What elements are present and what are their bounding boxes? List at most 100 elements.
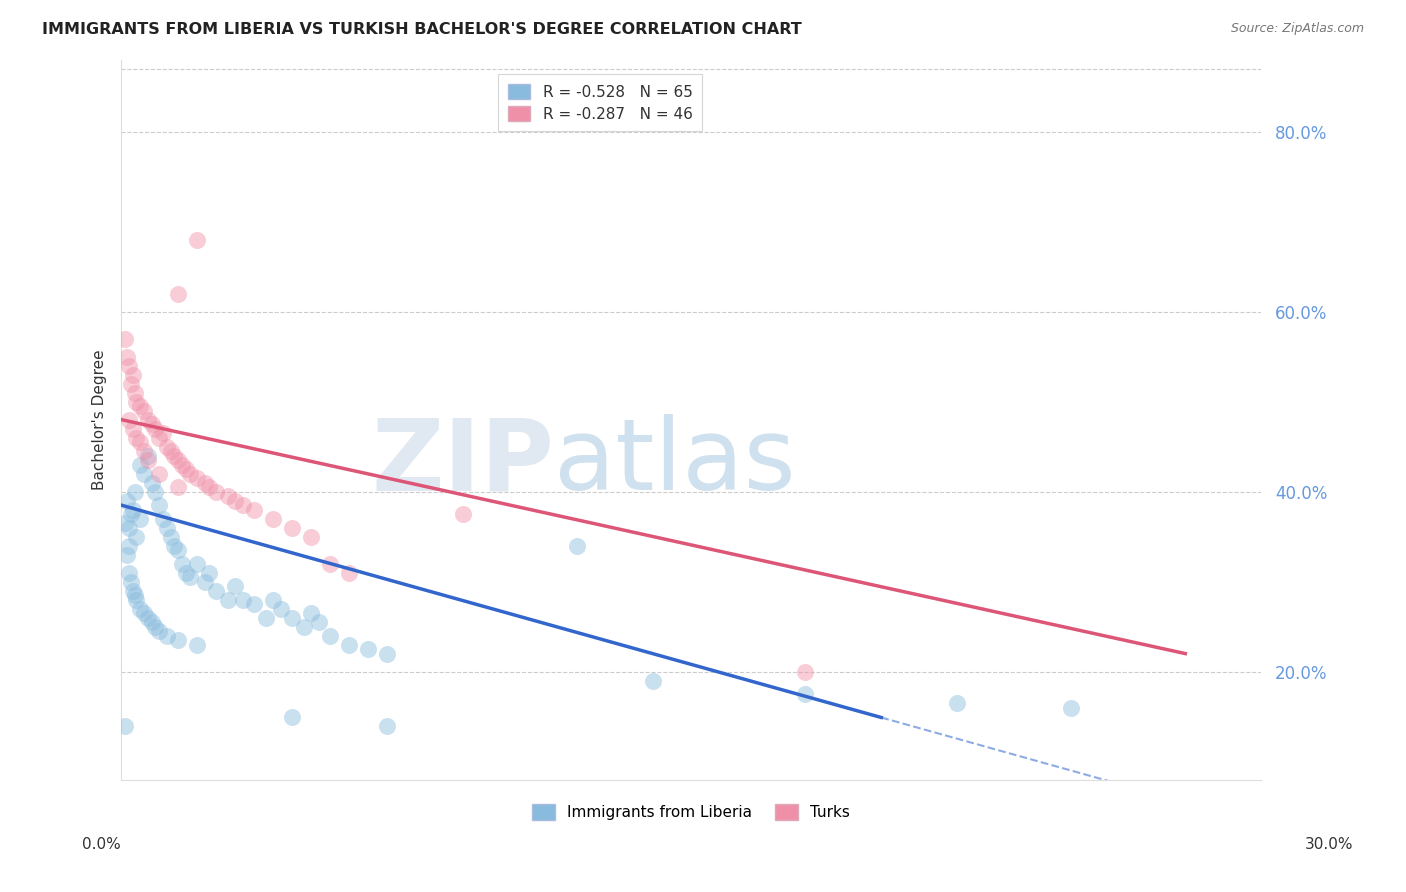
Point (129, 511, 152, 525)
Point (136, 453, 159, 467)
Point (118, 539, 141, 553)
Point (132, 606, 155, 620)
Point (319, 629, 342, 643)
Point (643, 673, 665, 688)
Point (224, 493, 246, 508)
Point (118, 359, 141, 373)
Point (243, 502, 266, 516)
Point (794, 665, 817, 679)
Point (129, 601, 152, 615)
Point (129, 435, 152, 450)
Point (129, 399, 152, 413)
Point (205, 484, 228, 499)
Point (224, 579, 246, 593)
Point (270, 601, 292, 615)
Point (375, 647, 398, 661)
Point (148, 467, 170, 481)
Text: 30.0%: 30.0% (1305, 838, 1353, 852)
Point (217, 592, 239, 607)
Point (115, 548, 138, 562)
Point (319, 557, 342, 571)
Text: Source: ZipAtlas.com: Source: ZipAtlas.com (1230, 22, 1364, 36)
Point (129, 458, 152, 472)
Point (167, 286, 190, 301)
Point (141, 475, 163, 490)
Point (254, 610, 277, 624)
Point (159, 530, 181, 544)
Point (120, 376, 142, 391)
Point (174, 462, 197, 476)
Point (232, 592, 254, 607)
Point (159, 444, 181, 458)
Point (299, 530, 322, 544)
Point (186, 471, 208, 485)
Point (114, 332, 136, 346)
Point (141, 615, 163, 629)
Point (262, 592, 284, 607)
Point (262, 511, 284, 525)
Point (232, 498, 254, 512)
Point (124, 385, 146, 400)
Point (197, 480, 219, 494)
Point (136, 412, 159, 426)
Point (167, 453, 190, 467)
Point (132, 403, 155, 417)
Text: IMMIGRANTS FROM LIBERIA VS TURKISH BACHELOR'S DEGREE CORRELATION CHART: IMMIGRANTS FROM LIBERIA VS TURKISH BACHE… (42, 22, 801, 37)
Point (186, 557, 208, 571)
Point (167, 480, 190, 494)
Point (125, 530, 148, 544)
Point (567, 539, 589, 553)
Point (136, 610, 159, 624)
Point (205, 583, 228, 598)
Point (148, 431, 170, 445)
Point (167, 633, 190, 648)
Point (946, 696, 969, 710)
Text: ZIP: ZIP (371, 414, 554, 511)
Point (121, 583, 143, 598)
Point (124, 588, 146, 602)
Point (292, 619, 315, 633)
Point (148, 624, 170, 639)
Point (132, 444, 155, 458)
Point (152, 426, 174, 441)
Point (115, 350, 138, 364)
Point (337, 638, 360, 652)
Point (186, 638, 208, 652)
Point (194, 475, 217, 490)
Point (121, 368, 143, 382)
Point (156, 520, 179, 534)
Point (121, 502, 143, 516)
Point (794, 687, 817, 701)
Point (141, 417, 163, 431)
Point (118, 566, 141, 580)
Point (125, 431, 148, 445)
Point (1060, 700, 1083, 714)
Point (375, 718, 398, 732)
Point (152, 511, 174, 525)
Point (357, 642, 380, 657)
Point (179, 570, 201, 584)
Legend: Immigrants from Liberia, Turks: Immigrants from Liberia, Turks (526, 797, 856, 826)
Point (114, 718, 136, 732)
Point (124, 484, 146, 499)
Point (156, 629, 179, 643)
Point (197, 566, 219, 580)
Point (118, 412, 141, 426)
Point (118, 520, 141, 534)
Point (136, 449, 159, 463)
Point (281, 610, 304, 624)
Point (163, 449, 186, 463)
Point (132, 467, 155, 481)
Point (337, 566, 360, 580)
Point (243, 597, 266, 611)
Point (121, 421, 143, 435)
Point (170, 557, 193, 571)
Y-axis label: Bachelor's Degree: Bachelor's Degree (93, 350, 107, 490)
Point (167, 543, 190, 558)
Point (186, 233, 208, 247)
Text: atlas: atlas (554, 414, 796, 511)
Point (145, 421, 167, 435)
Point (308, 615, 330, 629)
Point (125, 592, 148, 607)
Point (299, 606, 322, 620)
